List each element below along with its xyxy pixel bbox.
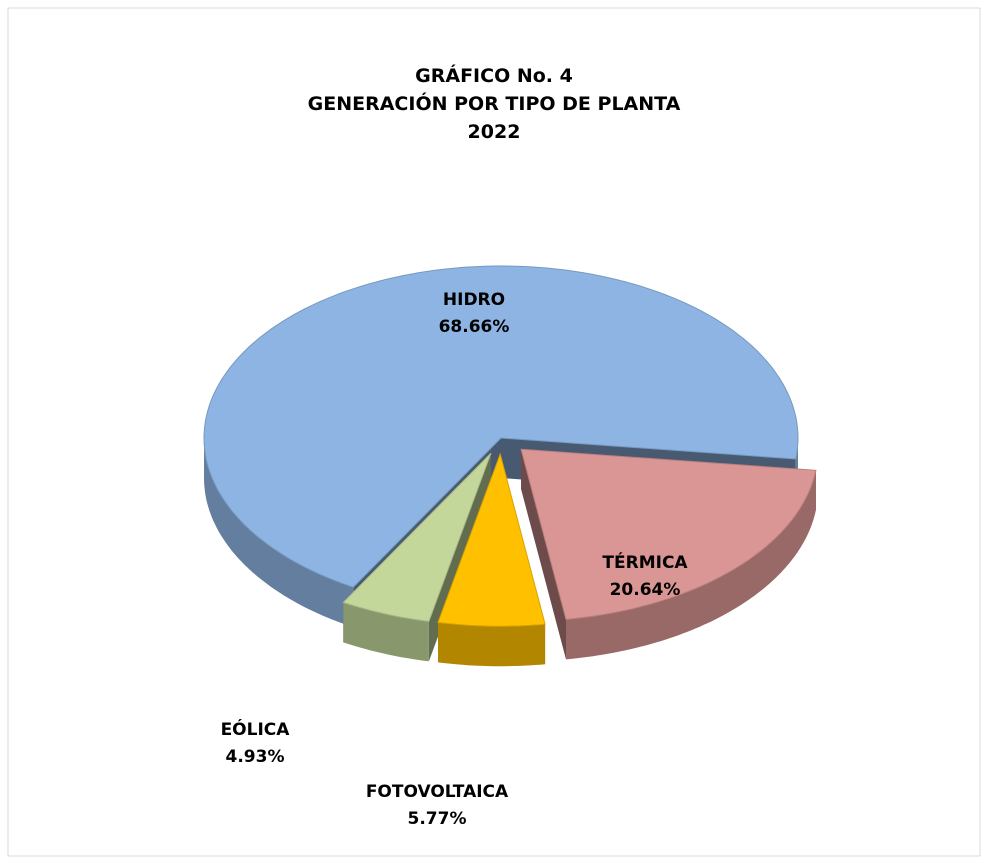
slice-label: FOTOVOLTAICA [366, 782, 509, 802]
slice [203, 265, 799, 588]
slice-label: EÓLICA [221, 718, 291, 740]
slice [342, 452, 492, 622]
slice-label: TÉRMICA [602, 551, 688, 573]
slice-side [566, 470, 816, 660]
value-label: 20.64% [610, 580, 681, 600]
value-label: 68.66% [439, 317, 510, 337]
slice-side [521, 449, 566, 660]
value-label: 4.93% [226, 747, 285, 767]
chart-title: GENERACIÓN POR TIPO DE PLANTA [308, 91, 681, 115]
slice-side [438, 622, 546, 667]
value-label: 5.77% [408, 809, 467, 829]
chart-title: 2022 [468, 121, 521, 143]
slice [520, 448, 817, 620]
slice-side [204, 438, 354, 628]
slice-label: HIDRO [443, 290, 505, 310]
slice [437, 452, 546, 627]
slice-side [343, 602, 429, 662]
chart-title: GRÁFICO No. 4 [415, 64, 573, 87]
